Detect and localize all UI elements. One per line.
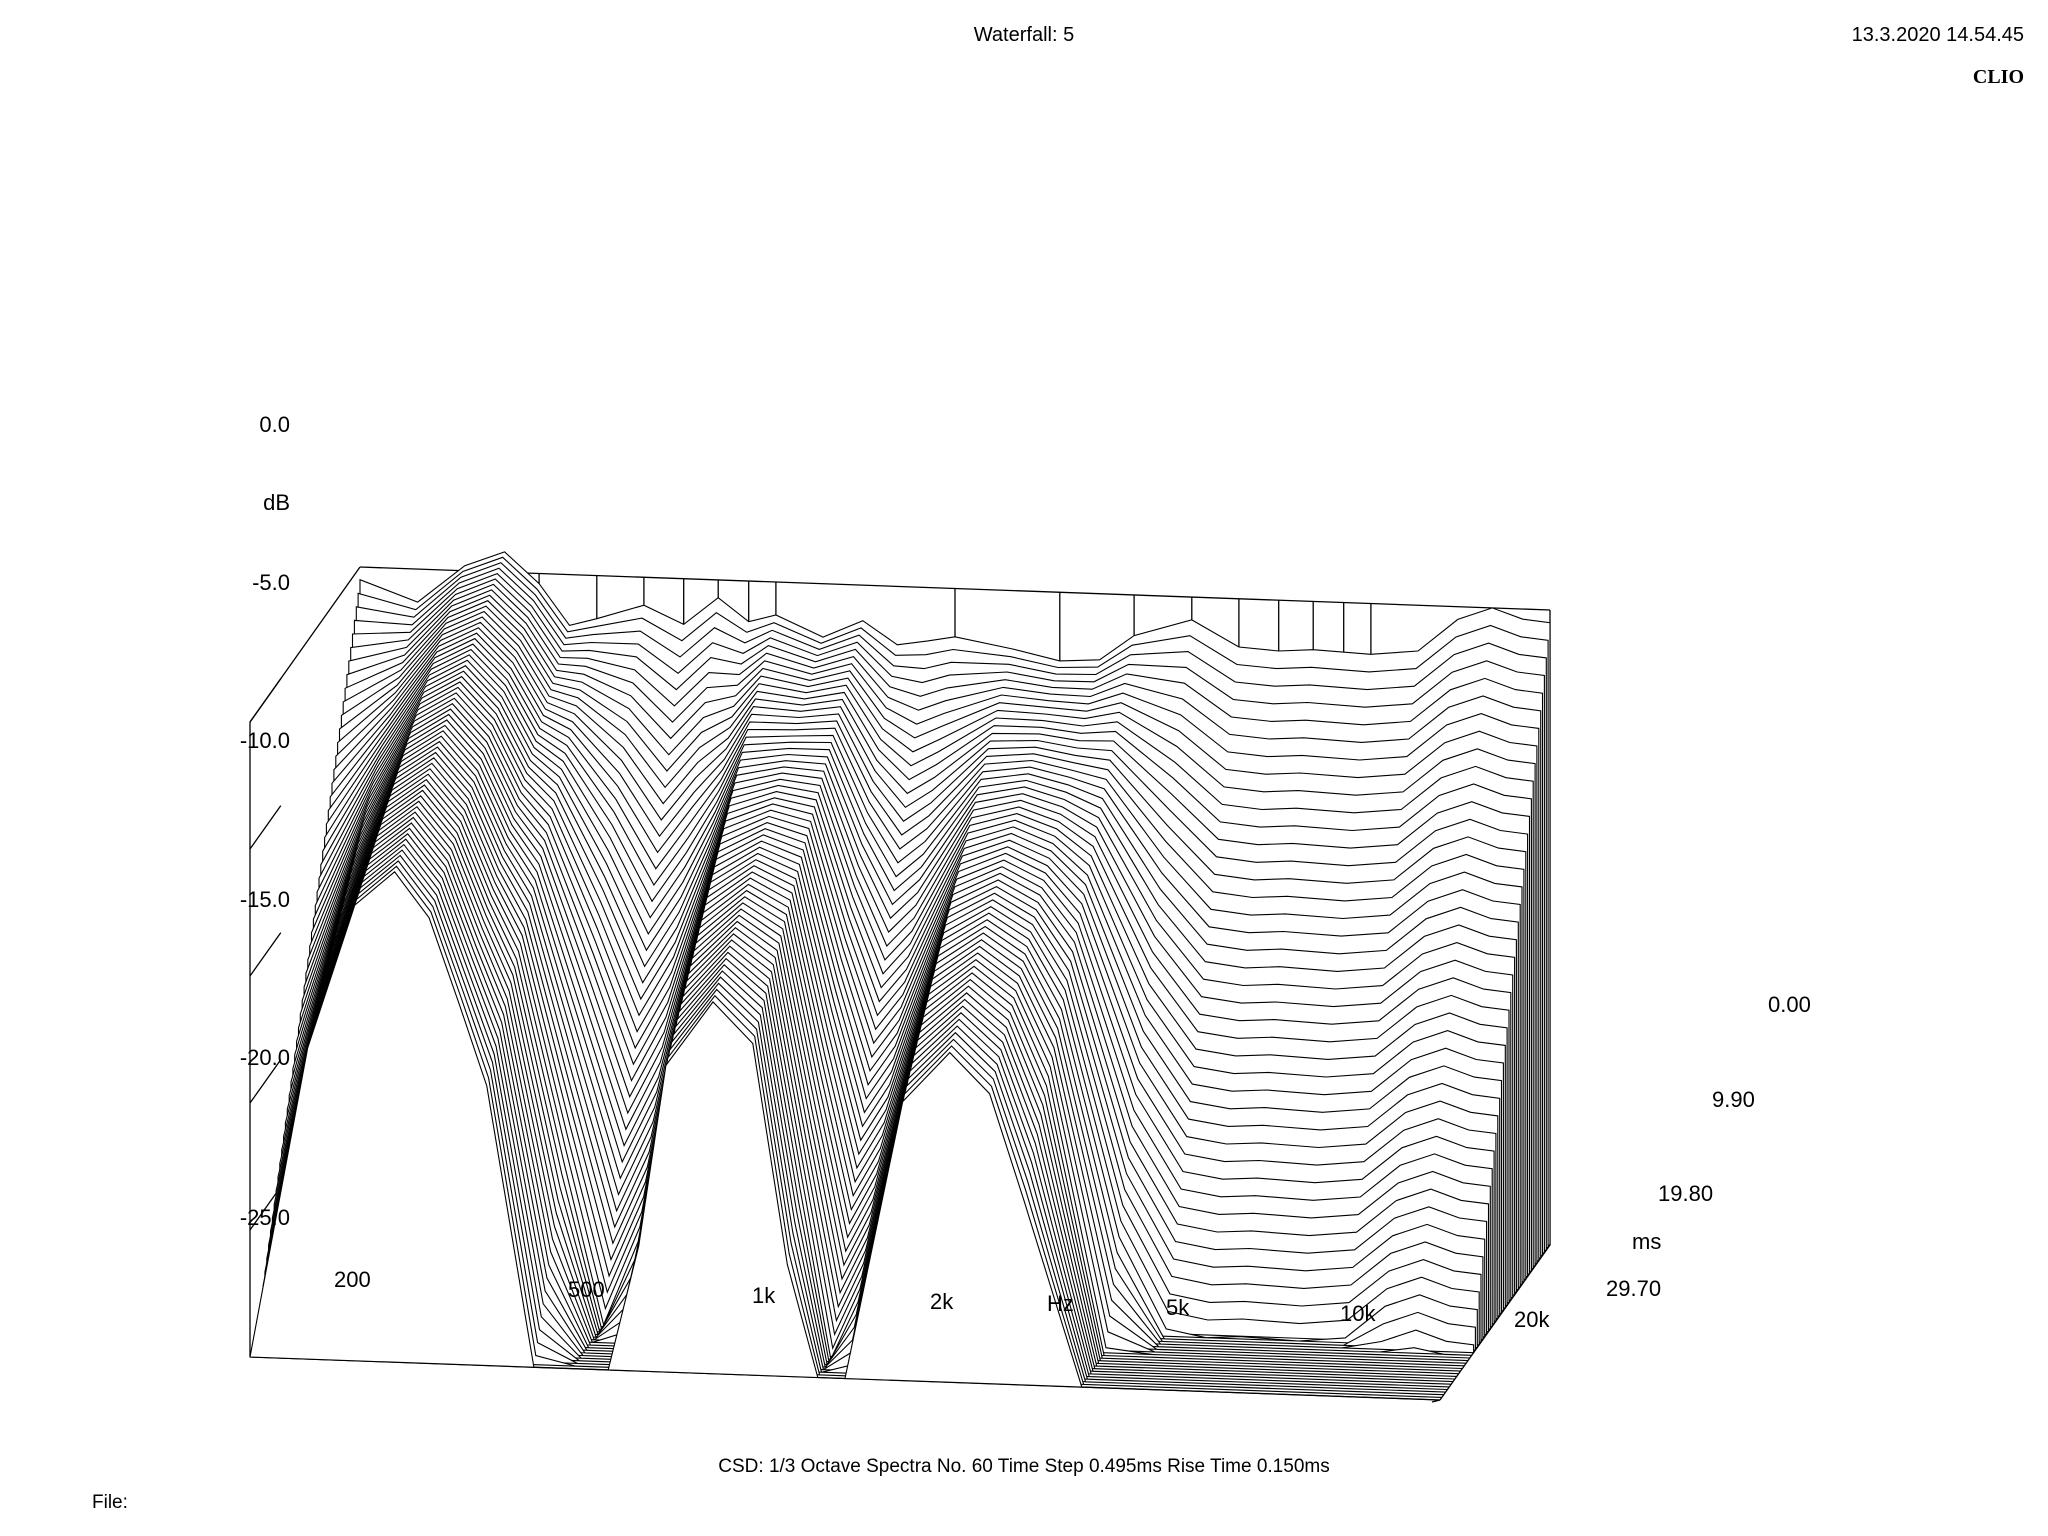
measurement-info: CSD: 1/3 Octave Spectra No. 60 Time Step… (718, 1456, 1330, 1477)
brand-logo: CLIO (1972, 66, 2024, 88)
time-tick-label: 29.70 (1606, 1276, 1662, 1301)
x-tick-label: 2k (930, 1289, 954, 1314)
y-axis-label: dB (263, 490, 290, 515)
y-tick-label: 0.0 (259, 412, 290, 437)
y-tick-label: -25.0 (239, 1205, 290, 1230)
time-tick-label: 9.90 (1712, 1087, 1755, 1112)
time-axis-label: ms (1632, 1229, 1662, 1254)
y-tick-label: -20.0 (239, 1045, 290, 1070)
spectrum-slice (283, 773, 1475, 1354)
y-tick (249, 678, 282, 723)
y-tick (249, 1059, 282, 1104)
y-tick (249, 932, 282, 977)
x-tick-label: 5k (1166, 1295, 1190, 1320)
time-tick-label: 19.80 (1658, 1181, 1714, 1206)
y-tick-label: -5.0 (252, 570, 290, 595)
x-tick-label: 1k (752, 1283, 776, 1308)
time-tick-label: 0.00 (1768, 992, 1811, 1017)
y-tick (249, 805, 282, 850)
x-tick-label: 20k (1514, 1307, 1550, 1332)
chart-title: Waterfall: 5 (973, 24, 1075, 46)
x-tick-label: 200 (334, 1267, 371, 1292)
x-tick-label: 10k (1340, 1301, 1376, 1326)
spectrum-slice (281, 778, 1472, 1356)
file-label: File: (92, 1492, 128, 1513)
spectrum-slice (249, 871, 1441, 1401)
x-axis-label: Hz (1047, 1291, 1074, 1316)
y-tick-label: -10.0 (239, 728, 290, 753)
y-tick-label: -15.0 (239, 887, 290, 912)
spectra-layer (249, 551, 1551, 1401)
timestamp: 13.3.2020 14.54.45 (1851, 24, 2024, 46)
x-tick-label: 500 (568, 1277, 605, 1302)
